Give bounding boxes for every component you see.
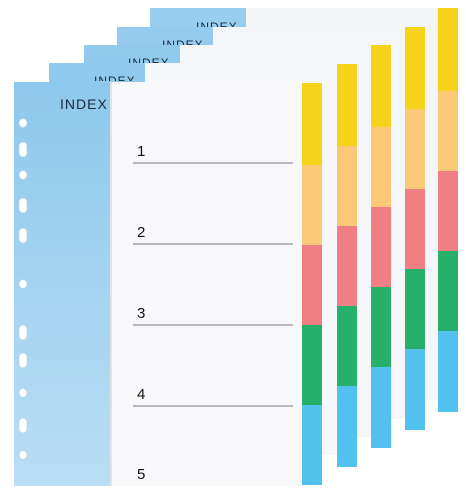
writing-lines (133, 162, 293, 407)
ghost-index-label-3: INDEX (162, 38, 204, 45)
index-label: INDEX (60, 96, 108, 112)
ghost-index-label-4: INDEX (196, 20, 238, 27)
tab-number-4: 4 (137, 386, 146, 403)
tab-strip-back-4 (438, 8, 458, 412)
tab-strip-back-1 (337, 64, 357, 467)
tab-number-3: 3 (137, 305, 146, 322)
tab-number-1: 1 (137, 143, 146, 160)
tab-number-5: 5 (137, 466, 146, 483)
divider-sheet-front (14, 82, 306, 486)
ghost-index-label-1: INDEX (94, 74, 136, 81)
tab-strip-back-2 (371, 45, 391, 448)
ghost-index-label-2: INDEX (128, 56, 170, 63)
tab-strip-back-3 (405, 27, 425, 430)
tab-number-2: 2 (137, 224, 146, 241)
tab-strip-front (302, 83, 322, 485)
punch-holes (18, 118, 28, 460)
